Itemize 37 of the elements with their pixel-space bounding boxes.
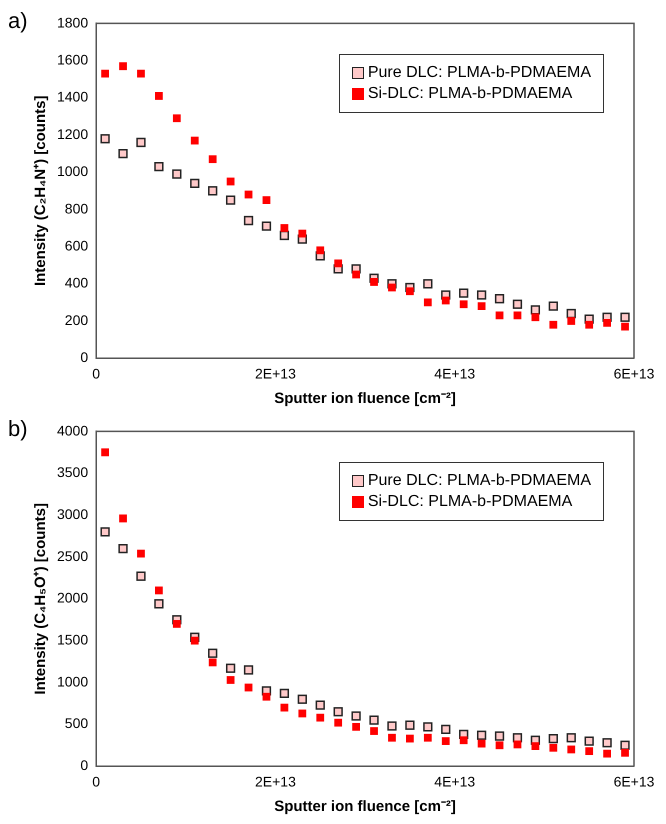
y-tick-label: 3500 xyxy=(56,464,88,480)
x-axis-title: Sputter ion fluence [cm⁻²] xyxy=(274,390,456,408)
x-axis-title: Sputter ion fluence [cm⁻²] xyxy=(274,798,456,816)
x-tick-label: 4E+13 xyxy=(434,365,476,382)
legend-label: Pure DLC: PLMA-b-PDMAEMA xyxy=(368,64,591,82)
y-tick-label: 0 xyxy=(80,757,88,774)
y-tick-label: 1800 xyxy=(56,14,88,30)
x-tick-label: 2E+13 xyxy=(254,773,296,790)
legend-label: Si-DLC: PLMA-b-PDMAEMA xyxy=(368,85,572,103)
y-tick-label: 500 xyxy=(64,715,88,732)
y-tick-label: 400 xyxy=(64,274,88,291)
y-axis-title: Intensity (C₄H₅O⁺) [counts] xyxy=(32,503,50,695)
x-tick-label: 2E+13 xyxy=(254,365,296,382)
y-tick-label: 1400 xyxy=(56,88,88,105)
text: b) xyxy=(8,416,28,442)
y-axis-title: Intensity (C₂H₄N⁺) [counts] xyxy=(32,96,50,286)
x-tick-label: 4E+13 xyxy=(434,773,476,790)
y-tick-label: 0 xyxy=(80,349,88,366)
y-tick-label: 1600 xyxy=(56,51,88,68)
y-tick-label: 3000 xyxy=(56,506,88,522)
y-tick-label: 600 xyxy=(64,237,88,254)
y-tick-label: 1200 xyxy=(56,126,88,142)
legend-label: Pure DLC: PLMA-b-PDMAEMA xyxy=(368,472,591,490)
x-tick-label: 0 xyxy=(92,773,100,790)
y-tick-label: 1000 xyxy=(56,163,88,180)
y-tick-label: 4000 xyxy=(56,422,88,438)
y-tick-label: 1000 xyxy=(56,673,88,690)
x-tick-label: 0 xyxy=(92,365,100,382)
text: a) xyxy=(8,8,28,34)
y-tick-label: 800 xyxy=(64,200,88,216)
x-tick-label: 6E+13 xyxy=(614,773,655,790)
y-tick-label: 2000 xyxy=(56,590,88,606)
y-tick-label: 1500 xyxy=(56,632,88,648)
y-tick-label: 2500 xyxy=(56,548,88,564)
x-tick-label: 6E+13 xyxy=(614,365,655,382)
y-tick-label: 200 xyxy=(64,312,88,328)
legend-label: Si-DLC: PLMA-b-PDMAEMA xyxy=(368,493,572,511)
